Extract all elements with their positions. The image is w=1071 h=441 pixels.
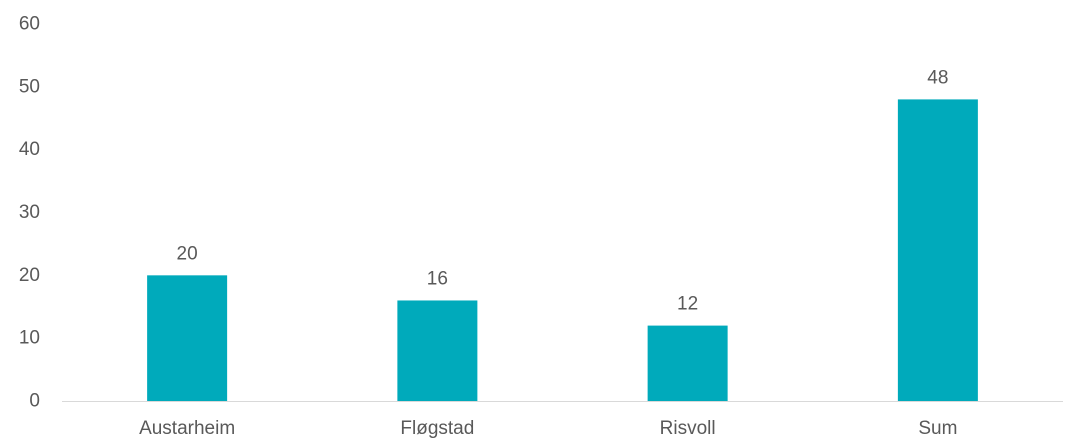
data-label: 48 [927,67,948,88]
y-tick-label: 30 [19,202,40,223]
y-tick-label: 50 [19,76,40,97]
data-label: 20 [177,243,198,264]
data-label: 16 [427,268,448,289]
y-tick-label: 40 [19,139,40,160]
bar-fl-gstad [397,300,477,401]
y-axis-ticks: 0 10 20 30 40 50 60 [19,14,40,412]
bar-risvoll [648,326,728,401]
y-tick-label: 0 [29,391,40,412]
y-tick-label: 60 [19,14,40,35]
data-labels-group: 20 16 12 48 [177,67,949,314]
y-tick-label: 20 [19,265,40,286]
bar-austarheim [147,275,227,401]
category-label: Austarheim [139,418,235,439]
category-label: Risvoll [660,418,716,439]
bars-group [147,99,978,401]
category-label: Sum [918,418,957,439]
category-label: Fløgstad [400,418,474,439]
category-labels-group: Austarheim Fløgstad Risvoll Sum [139,418,957,439]
data-label: 12 [677,294,698,315]
bar-sum [898,99,978,401]
y-tick-label: 10 [19,328,40,349]
